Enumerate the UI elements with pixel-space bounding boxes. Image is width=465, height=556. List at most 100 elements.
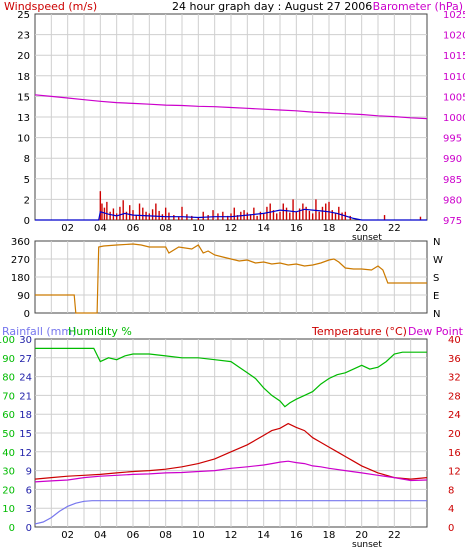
humidity-tick-label: 100 — [0, 335, 15, 346]
sunset-annotation-bottom: sunset — [352, 540, 382, 550]
windspeed-tick-label: 0 — [24, 216, 30, 227]
temperature-tick-label: 32 — [448, 373, 461, 384]
temperature-tick-label: 20 — [448, 429, 461, 440]
x-tick-label: 02 — [61, 530, 74, 541]
temperature-tick-label: 16 — [448, 448, 461, 459]
x-tick-label: 20 — [355, 223, 368, 234]
rainfall-line — [34, 500, 427, 525]
windspeed-tick-label: 5 — [24, 175, 30, 186]
humidity-line — [35, 347, 427, 408]
humidity-tick-label: 70 — [2, 391, 15, 402]
temperature-tick-label: 24 — [448, 410, 461, 421]
temperature-tick-label: 28 — [448, 391, 461, 402]
humidity-tick-label: 0 — [9, 523, 15, 534]
temperature-axis-label: Temperature (°C) — [311, 325, 407, 338]
x-tick-label: 10 — [192, 530, 205, 541]
x-tick-label: 18 — [323, 223, 336, 234]
x-tick-label: 02 — [61, 223, 74, 234]
rainfall-tick-label: 18 — [19, 410, 32, 421]
data-series — [34, 94, 428, 525]
rainfall-tick-label: 27 — [19, 354, 32, 365]
direction-compass-tick-label: N — [433, 309, 440, 320]
x-tick-label: 04 — [94, 530, 107, 541]
humidity-tick-label: 50 — [2, 429, 15, 440]
temperature-tick-label: 36 — [448, 354, 461, 365]
temperature-tick-label: 4 — [448, 504, 454, 515]
barometer-tick-label: 980 — [443, 195, 462, 206]
direction-degree-tick-label: 0 — [24, 309, 30, 320]
windspeed-tick-label: 20 — [17, 51, 30, 62]
barometer-line — [34, 94, 428, 120]
x-tick-label: 22 — [388, 223, 401, 234]
windspeed-tick-label: 23 — [17, 31, 30, 42]
barometer-tick-label: 995 — [443, 134, 462, 145]
barometer-tick-label: 1015 — [443, 51, 465, 62]
x-tick-label: 20 — [355, 530, 368, 541]
temperature-tick-label: 40 — [448, 335, 461, 346]
x-tick-label: 14 — [257, 223, 270, 234]
direction-degree-tick-label: 90 — [17, 291, 30, 302]
x-tick-label: 18 — [323, 530, 336, 541]
x-tick-label: 04 — [94, 223, 107, 234]
barometer-tick-label: 1025 — [443, 10, 465, 21]
grid-lines — [35, 14, 427, 527]
rainfall-tick-label: 30 — [19, 335, 32, 346]
direction-compass-tick-label: S — [433, 273, 439, 284]
rainfall-tick-label: 0 — [26, 523, 32, 534]
temperature-tick-label: 12 — [448, 467, 461, 478]
windspeed-tick-label: 13 — [17, 113, 30, 124]
windspeed-tick-label: 18 — [17, 72, 30, 83]
windspeed-tick-label: 2 — [24, 195, 30, 206]
x-tick-label: 08 — [159, 223, 172, 234]
rainfall-tick-label: 12 — [19, 448, 32, 459]
humidity-tick-label: 10 — [2, 504, 15, 515]
x-tick-label: 12 — [225, 530, 238, 541]
average-windspeed-line — [35, 208, 427, 221]
rainfall-tick-label: 15 — [19, 429, 32, 440]
barometer-tick-label: 985 — [443, 175, 462, 186]
x-tick-label: 16 — [290, 530, 303, 541]
x-tick-label: 08 — [159, 530, 172, 541]
rainfall-tick-label: 21 — [19, 391, 32, 402]
humidity-tick-label: 90 — [2, 354, 15, 365]
dewpoint-line — [34, 460, 428, 483]
barometer-tick-label: 1005 — [443, 92, 465, 103]
direction-compass-tick-label: N — [433, 237, 440, 248]
humidity-tick-label: 40 — [2, 448, 15, 459]
humidity-tick-label: 60 — [2, 410, 15, 421]
rainfall-tick-label: 9 — [26, 467, 32, 478]
windspeed-tick-label: 25 — [17, 10, 30, 21]
barometer-tick-label: 990 — [443, 154, 462, 165]
chart-title: 24 hour graph day : August 27 2006 — [172, 0, 372, 13]
windspeed-tick-label: 15 — [17, 92, 30, 103]
rainfall-axis-label: Rainfall (mm) — [2, 325, 76, 338]
humidity-tick-label: 80 — [2, 373, 15, 384]
temperature-line — [34, 422, 428, 480]
x-tick-label: 12 — [225, 223, 238, 234]
rainfall-tick-label: 3 — [26, 504, 32, 515]
barometer-tick-label: 1000 — [443, 113, 465, 124]
direction-degree-tick-label: 360 — [11, 237, 30, 248]
x-tick-label: 10 — [192, 223, 205, 234]
x-tick-label: 16 — [290, 223, 303, 234]
direction-degree-tick-label: 270 — [11, 255, 30, 266]
humidity-tick-label: 20 — [2, 485, 15, 496]
x-tick-label: 22 — [388, 530, 401, 541]
humidity-tick-label: 30 — [2, 467, 15, 478]
humidity-axis-label: Humidity % — [68, 325, 132, 338]
rainfall-tick-label: 24 — [19, 373, 32, 384]
dewpoint-axis-label: Dew Point — [408, 325, 464, 338]
temperature-tick-label: 0 — [448, 523, 454, 534]
direction-compass-tick-label: E — [433, 291, 439, 302]
barometer-tick-label: 975 — [443, 216, 462, 227]
direction-degree-tick-label: 180 — [11, 273, 30, 284]
x-tick-label: 06 — [127, 223, 140, 234]
temperature-tick-label: 8 — [448, 485, 454, 496]
barometer-axis-label: Barometer (hPa) — [373, 0, 463, 13]
sunset-annotation-top: sunset — [352, 233, 382, 243]
direction-compass-tick-label: W — [433, 255, 443, 266]
windspeed-axis-label: Windspeed (m/s) — [4, 0, 97, 13]
